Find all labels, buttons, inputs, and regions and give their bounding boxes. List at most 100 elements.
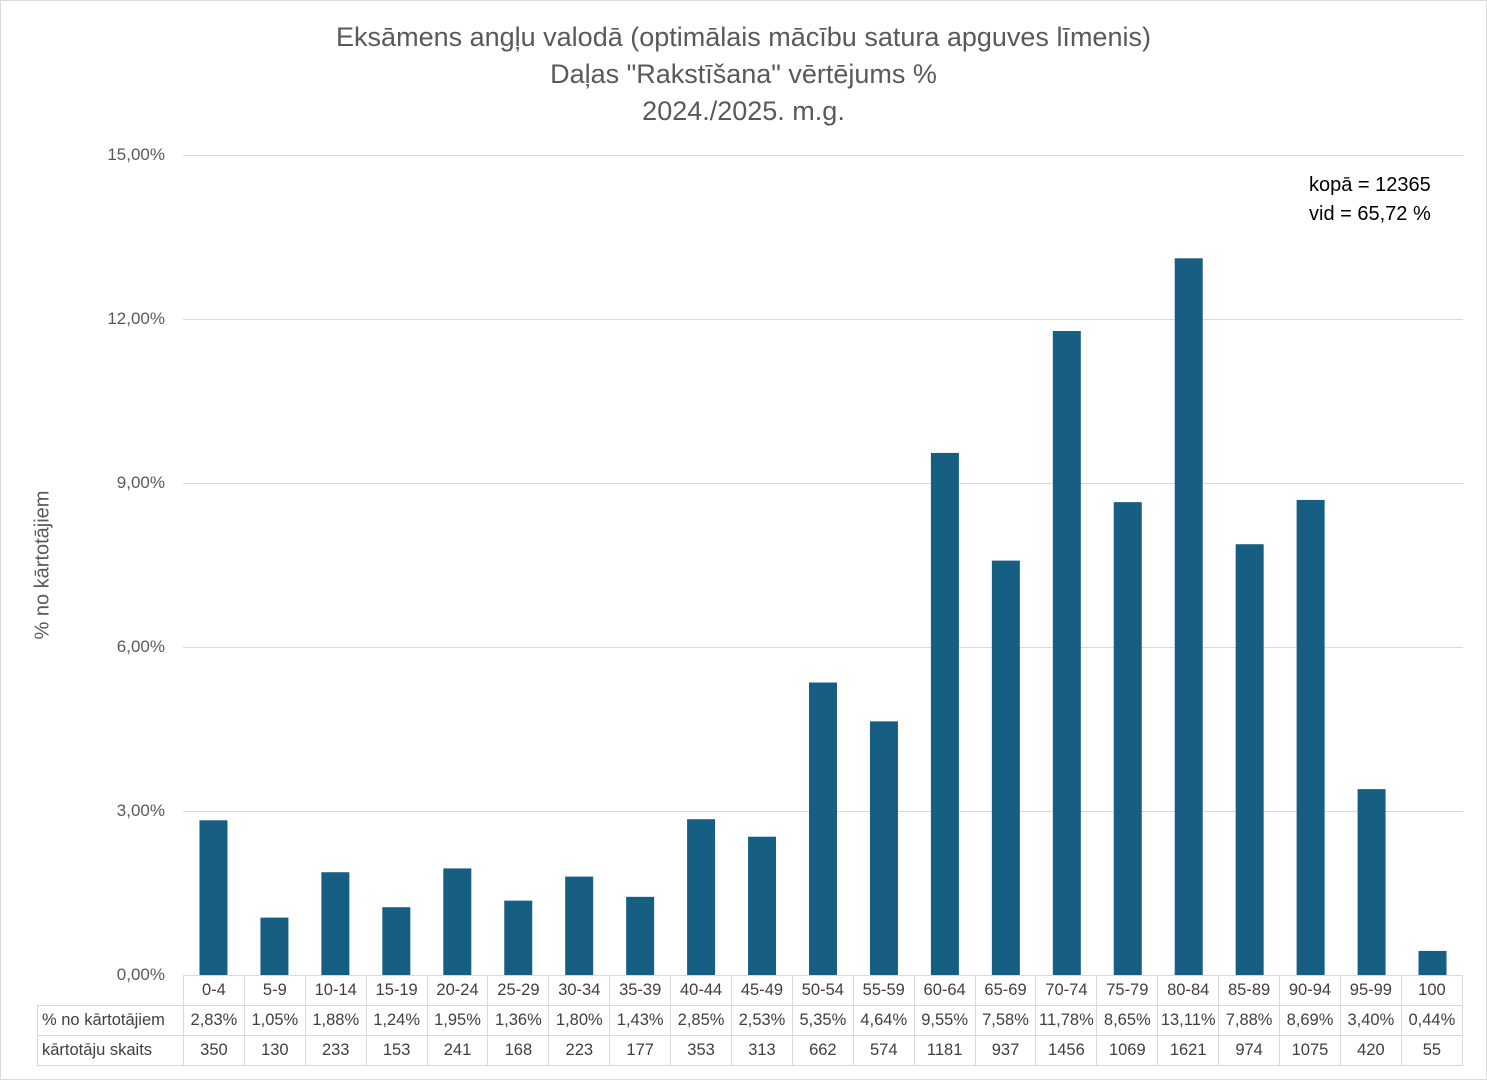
- category-label: 70-74: [1035, 975, 1098, 1006]
- category-label: 45-49: [731, 975, 793, 1006]
- percent-cell: 8,69%: [1279, 1005, 1341, 1036]
- category-label: 75-79: [1096, 975, 1159, 1006]
- count-cell: 130: [243, 1035, 306, 1066]
- percent-cell: 0,44%: [1400, 1005, 1464, 1036]
- category-label: 90-94: [1279, 975, 1341, 1006]
- percent-cell: 1,80%: [548, 1005, 611, 1036]
- mean-annotation: vid = 65,72 %: [1309, 203, 1431, 225]
- bar-55-59: [869, 721, 898, 975]
- bar-60-64: [930, 452, 959, 975]
- count-cell: 1181: [913, 1035, 976, 1066]
- percent-cell: 2,83%: [183, 1005, 245, 1036]
- chart-subtitle-2: 2024./2025. m.g.: [642, 96, 845, 126]
- category-label: 65-69: [974, 975, 1037, 1006]
- category-label: 0-4: [183, 975, 245, 1006]
- chart-title: Eksāmens angļu valodā (optimālais mācību…: [336, 22, 1151, 52]
- count-cell: 574: [852, 1035, 915, 1066]
- bar-75-79: [1113, 502, 1142, 975]
- chart-subtitle-1: Daļas "Rakstīšana" vērtējums %: [550, 59, 937, 89]
- count-cell: 153: [365, 1035, 428, 1066]
- bar-5-9: [260, 917, 289, 975]
- count-cell: 1069: [1096, 1035, 1159, 1066]
- category-label: 25-29: [487, 975, 550, 1006]
- y-tick-label: 3,00%: [116, 801, 165, 820]
- row-label-percent: % no kārtotājiem: [37, 1005, 184, 1036]
- percent-cell: 11,78%: [1035, 1005, 1098, 1036]
- bar-80-84: [1174, 258, 1203, 975]
- bar-90-94: [1296, 499, 1325, 975]
- percent-cell: 1,88%: [304, 1005, 367, 1036]
- table-row-percent: % no kārtotājiem 2,83% 1,05% 1,88% 1,24%…: [37, 1005, 1464, 1036]
- count-cell: 937: [974, 1035, 1037, 1066]
- count-cell: 1456: [1035, 1035, 1098, 1066]
- y-tick-label: 12,00%: [107, 309, 165, 328]
- category-label: 40-44: [670, 975, 733, 1006]
- bar-25-29: [504, 900, 533, 975]
- count-cell: 233: [304, 1035, 367, 1066]
- count-cell: 974: [1218, 1035, 1281, 1066]
- table-corner: [37, 975, 184, 1006]
- bar-30-34: [565, 876, 594, 975]
- percent-cell: 8,65%: [1096, 1005, 1159, 1036]
- percent-cell: 1,95%: [426, 1005, 489, 1036]
- percent-cell: 1,24%: [365, 1005, 428, 1036]
- count-cell: 177: [609, 1035, 672, 1066]
- category-label: 35-39: [609, 975, 672, 1006]
- percent-cell: 1,05%: [243, 1005, 306, 1036]
- category-label: 5-9: [243, 975, 306, 1006]
- count-cell: 353: [670, 1035, 733, 1066]
- count-cell: 241: [426, 1035, 489, 1066]
- category-label: 20-24: [426, 975, 489, 1006]
- count-cell: 662: [791, 1035, 854, 1066]
- category-label: 15-19: [365, 975, 428, 1006]
- data-table: 0-4 5-9 10-14 15-19 20-24 25-29 30-34 35…: [37, 975, 1464, 1066]
- percent-cell: 3,40%: [1339, 1005, 1402, 1036]
- y-tick-label: 6,00%: [116, 637, 165, 656]
- category-label: 60-64: [913, 975, 976, 1006]
- percent-cell: 1,43%: [609, 1005, 672, 1036]
- percent-cell: 7,58%: [974, 1005, 1037, 1036]
- count-cell: 1621: [1157, 1035, 1220, 1066]
- percent-cell: 1,36%: [487, 1005, 550, 1036]
- bar-50-54: [809, 682, 837, 975]
- table-header-row: 0-4 5-9 10-14 15-19 20-24 25-29 30-34 35…: [37, 975, 1464, 1006]
- percent-cell: 5,35%: [791, 1005, 854, 1036]
- percent-cell: 13,11%: [1157, 1005, 1220, 1036]
- percent-cell: 7,88%: [1218, 1005, 1281, 1036]
- count-cell: 55: [1400, 1035, 1464, 1066]
- bar-10-14: [321, 872, 350, 975]
- category-label: 85-89: [1218, 975, 1281, 1006]
- category-label: 50-54: [791, 975, 854, 1006]
- row-label-count: kārtotāju skaits: [37, 1035, 184, 1066]
- count-cell: 350: [183, 1035, 245, 1066]
- bar-20-24: [443, 868, 472, 975]
- bar-70-74: [1052, 331, 1081, 975]
- count-cell: 420: [1339, 1035, 1402, 1066]
- percent-cell: 2,53%: [731, 1005, 793, 1036]
- percent-cell: 9,55%: [913, 1005, 976, 1036]
- category-label: 10-14: [304, 975, 367, 1006]
- count-cell: 1075: [1279, 1035, 1341, 1066]
- bar-45-49: [748, 836, 777, 975]
- table-row-count: kārtotāju skaits 350 130 233 153 241 168…: [37, 1035, 1464, 1066]
- category-label: 95-99: [1339, 975, 1402, 1006]
- bar-35-39: [626, 896, 655, 975]
- bar-65-69: [991, 560, 1020, 975]
- category-label: 100: [1400, 975, 1464, 1006]
- bar-85-89: [1235, 544, 1264, 975]
- y-tick-label: 15,00%: [107, 145, 165, 164]
- category-label: 55-59: [852, 975, 915, 1006]
- category-label: 80-84: [1157, 975, 1220, 1006]
- bar-40-44: [687, 819, 716, 975]
- category-label: 30-34: [548, 975, 611, 1006]
- count-cell: 223: [548, 1035, 611, 1066]
- y-tick-label: 9,00%: [116, 473, 165, 492]
- bar-15-19: [382, 907, 411, 975]
- bar-0-4: [199, 820, 228, 975]
- bar-100: [1418, 950, 1447, 975]
- count-cell: 313: [731, 1035, 793, 1066]
- percent-cell: 4,64%: [852, 1005, 915, 1036]
- bar-95-99: [1357, 789, 1386, 975]
- percent-cell: 2,85%: [670, 1005, 733, 1036]
